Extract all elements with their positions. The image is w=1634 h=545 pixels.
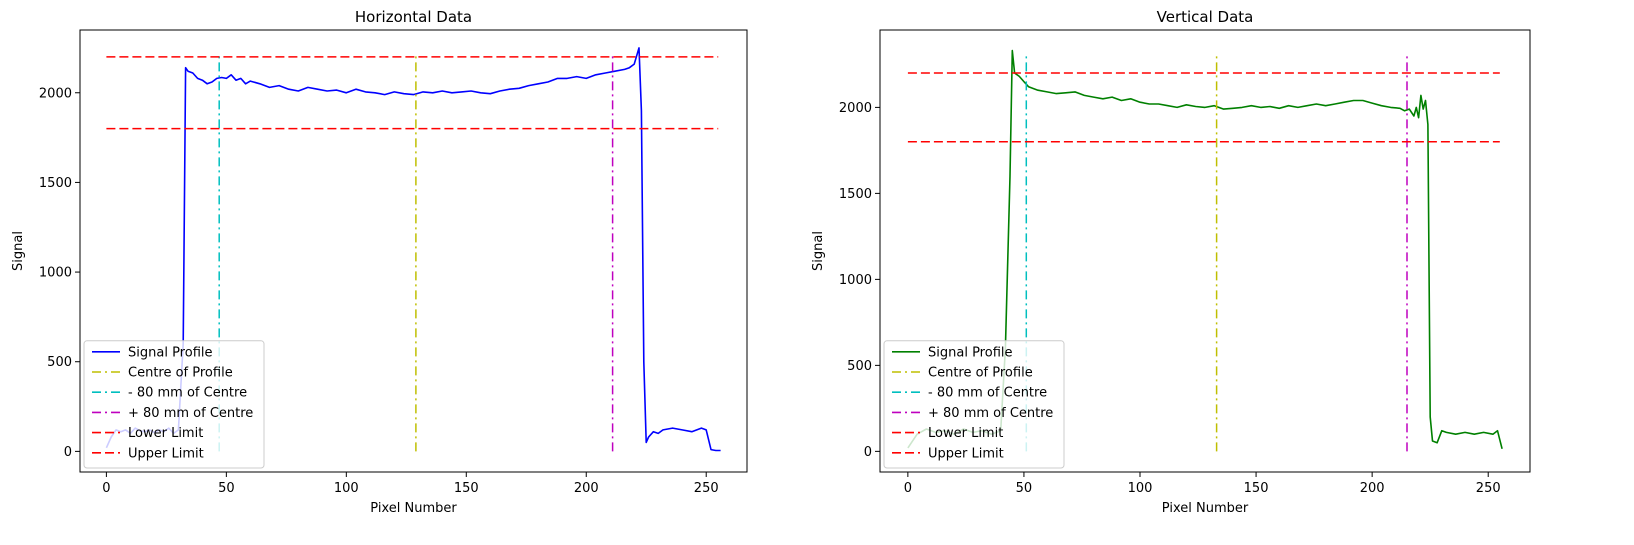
legend-entry: Lower Limit <box>928 426 1003 441</box>
x-axis-label: Pixel Number <box>370 501 457 516</box>
y-axis-label: Signal <box>11 231 26 271</box>
x-tick-label: 0 <box>904 481 912 496</box>
series-line-1 <box>907 49 1503 449</box>
y-tick-label: 1000 <box>39 266 72 281</box>
chart-title: Horizontal Data <box>355 8 472 26</box>
y-tick-label: 2000 <box>839 101 872 116</box>
legend-entry: Centre of Profile <box>928 366 1033 381</box>
y-tick-label: 500 <box>847 359 872 374</box>
legend-box <box>83 340 265 469</box>
legend-entry: Lower Limit <box>128 426 203 441</box>
legend-entry: Signal Profile <box>928 345 1013 360</box>
legend-entry: Centre of Profile <box>128 366 233 381</box>
x-tick-label: 0 <box>102 481 110 496</box>
x-tick-label: 50 <box>218 481 235 496</box>
y-tick-label: 0 <box>864 445 872 460</box>
y-tick-label: 0 <box>64 445 72 460</box>
chart-title: Vertical Data <box>1157 8 1254 26</box>
plot-frame <box>79 29 748 473</box>
x-axis-label: Pixel Number <box>1162 501 1249 516</box>
legend-entry: - 80 mm of Centre <box>928 386 1047 401</box>
y-tick-label: 1500 <box>39 176 72 191</box>
y-tick-label: 500 <box>47 355 72 370</box>
x-tick-label: 150 <box>454 481 479 496</box>
y-tick-label: 2000 <box>39 86 72 101</box>
legend-entry: Signal Profile <box>128 345 213 360</box>
y-tick-label: 1500 <box>839 187 872 202</box>
legend-entry: Upper Limit <box>128 446 204 461</box>
chart-panel-2: 0 50 100 150 200 250 0 500 1000 1500 2000 Vertical … <box>811 8 1531 516</box>
legend: Signal Profile Centre of Profile - 80 mm o… <box>83 340 265 469</box>
x-tick-label: 200 <box>1360 481 1385 496</box>
x-tick-label: 150 <box>1244 481 1269 496</box>
legend-entry: + 80 mm of Centre <box>928 406 1053 421</box>
x-tick-label: 250 <box>694 481 719 496</box>
chart-panel-1: 0 50 100 150 200 250 0 500 1000 1500 2000 Horizonta… <box>11 8 748 516</box>
x-tick-label: 250 <box>1476 481 1501 496</box>
y-tick-label: 1000 <box>839 273 872 288</box>
plot-frame <box>879 29 1531 473</box>
legend-box <box>883 340 1065 469</box>
x-tick-label: 100 <box>1128 481 1153 496</box>
y-axis-label: Signal <box>811 231 826 271</box>
legend-entry: + 80 mm of Centre <box>128 406 253 421</box>
x-tick-label: 100 <box>334 481 359 496</box>
x-tick-label: 200 <box>574 481 599 496</box>
legend-entry: - 80 mm of Centre <box>128 386 247 401</box>
x-tick-label: 50 <box>1016 481 1033 496</box>
legend: Signal Profile Centre of Profile - 80 mm o… <box>883 340 1065 469</box>
legend-entry: Upper Limit <box>928 446 1004 461</box>
